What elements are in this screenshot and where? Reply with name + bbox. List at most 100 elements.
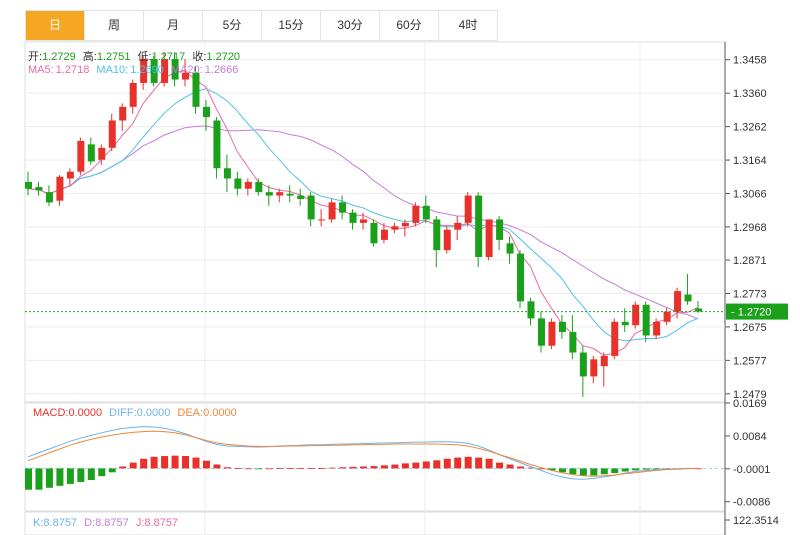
candle-body-27 [307,195,315,220]
candle-body-55 [600,355,608,367]
tab-3[interactable]: 5分 [203,11,262,40]
diff-line [27,426,698,480]
macd-bar-34 [380,465,388,469]
macd-bar-42 [464,456,472,469]
candle-body-56 [611,321,619,356]
candle-body-64 [695,308,702,312]
macd-bar-56 [611,468,619,474]
candle-body-59 [642,304,650,336]
macd-bar-49 [537,468,545,470]
macd-bar-9 [119,466,127,469]
candle-body-35 [391,226,399,230]
candle-body-10 [129,82,137,107]
candle-body-13 [161,59,169,83]
macd-bar-15 [182,456,190,469]
macd-bar-55 [600,468,608,475]
period-tabs: 日周月 5分 15分 30分 60分 4时 [25,10,498,41]
macd-bar-14 [171,455,179,469]
tab-7[interactable]: 4时 [439,11,497,40]
candle-body-53 [579,352,587,377]
price-tick-label-6: 1.2871 [733,255,767,267]
macd-tick-label-2: -0.0001 [733,464,770,476]
candle-body-47 [517,253,525,302]
open-value: 1.2729 [42,51,76,63]
macd-bar-50 [548,468,556,471]
macd-bar-41 [454,457,462,469]
dea-label: DEA: [177,407,204,419]
tab-5[interactable]: 30分 [321,11,380,40]
candle-body-29 [328,202,336,220]
tab-1[interactable]: 周 [85,11,144,40]
macd-bar-11 [140,458,148,469]
macd-bar-57 [621,468,629,472]
macd-bar-19 [223,467,231,469]
macd-bar-7 [98,468,106,477]
ma20-value: 1.2666 [204,64,239,76]
ma20-line [27,125,699,320]
candle-body-32 [360,219,367,223]
macd-bar-30 [339,467,347,469]
macd-tick-label-0: 0.0169 [733,398,767,410]
macd-bar-45 [496,462,504,469]
macd-bar-10 [129,462,137,469]
j-label: J: [135,517,145,529]
candle-body-34 [380,229,388,240]
macd-bar-3 [56,468,64,486]
candle-body-31 [349,212,357,223]
candle-body-1 [35,187,43,191]
macd-bar-17 [202,460,210,469]
close-label: 收: [192,51,207,63]
candle-body-60 [653,321,661,336]
price-tick-label-5: 1.2968 [733,222,767,234]
candle-body-45 [496,219,504,240]
macd-bar-36 [401,463,409,469]
candle-body-49 [537,318,545,346]
candle-body-41 [454,222,462,230]
k-value: 8.8757 [43,517,78,529]
dea-line [27,430,699,477]
candle-body-48 [527,301,535,319]
candle-body-40 [443,229,451,251]
d-label: D: [84,517,96,529]
macd-bar-37 [412,462,420,469]
tab-6[interactable]: 60分 [380,11,439,40]
candle-body-28 [318,219,326,221]
macd-bar-16 [192,457,200,469]
candle-body-38 [422,205,430,220]
macd-bar-60 [653,468,661,470]
tab-2[interactable]: 月 [144,11,203,40]
candle-body-2 [45,192,53,203]
ma5-value: 1.2718 [55,64,90,76]
tab-4[interactable]: 15分 [262,11,321,40]
macd-bar-43 [475,457,483,469]
candle-body-4 [66,171,74,179]
macd-bar-52 [569,468,577,475]
price-tick-label-3: 1.3164 [733,155,767,167]
candle-body-21 [244,181,252,189]
candle-body-33 [370,222,378,244]
macd-panel [24,402,726,512]
macd-bar-32 [360,466,367,469]
price-tick-label-8: 1.2675 [733,322,767,334]
macd-bar-12 [150,456,158,469]
macd-tick-label-3: -0.0086 [733,497,770,509]
candle-body-0 [25,181,32,189]
candle-body-57 [621,321,629,326]
macd-bar-8 [108,468,116,473]
macd-bar-47 [517,466,525,469]
kdj-info: K:8.8757 D:8.8757 J:8.8757 [33,517,182,529]
tab-0[interactable]: 日 [26,11,85,40]
candle-body-43 [475,195,483,257]
ma10-label: MA10: [96,64,129,76]
price-tick-label-4: 1.3066 [733,189,767,201]
macd-bar-25 [286,468,294,469]
macd-bar-29 [328,467,336,469]
low-label: 低: [137,51,152,63]
macd-bar-24 [276,468,284,469]
high-label: 高: [82,51,97,63]
macd-tick-label-1: 0.0084 [733,431,767,443]
macd-bar-58 [632,468,640,471]
close-value: 1.2720 [206,51,241,63]
price-tick-label-2: 1.3262 [733,122,767,134]
candle-body-16 [192,72,200,107]
